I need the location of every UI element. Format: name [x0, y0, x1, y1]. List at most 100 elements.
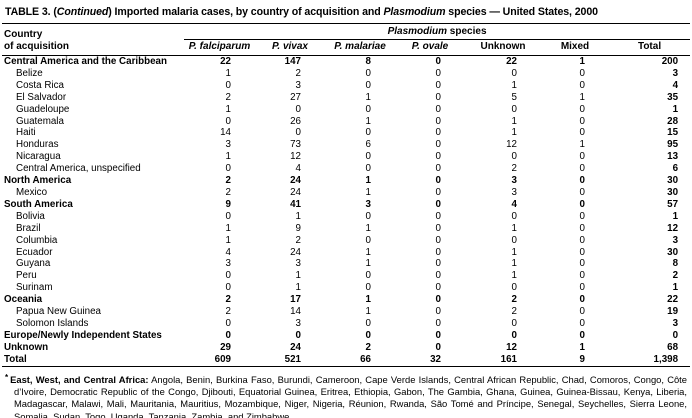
value-cell: 2: [511, 294, 517, 306]
table-row: Solomon Islands 0 3 0 0 0 0 3: [2, 318, 690, 330]
value-cell: 0: [225, 79, 231, 91]
value-cell: 0: [579, 306, 585, 318]
country-cell: Oceania: [4, 294, 43, 306]
value-cell: 0: [511, 210, 517, 222]
value-cell: 0: [511, 151, 517, 163]
value-cell: 0: [435, 270, 441, 282]
value-cell: 0: [225, 163, 231, 175]
species-group-header-italic: Plasmodium: [387, 26, 448, 37]
value-cell: 0: [435, 79, 441, 91]
value-cell: 0: [365, 317, 371, 329]
table-row: Bolivia 0 1 0 0 0 0 1: [2, 211, 690, 223]
value-cell: 1: [295, 282, 301, 294]
value-cell: 0: [435, 246, 441, 258]
table-row: El Salvador 2 27 1 0 5 1 35: [2, 92, 690, 104]
species-group-header-regular: species: [447, 26, 487, 37]
value-cell: 30: [667, 246, 679, 258]
country-cell: Surinam: [16, 282, 53, 294]
value-cell: 1: [672, 210, 679, 222]
value-cell: 1: [511, 270, 517, 282]
value-cell: 0: [579, 79, 585, 91]
value-cell: 1: [365, 91, 371, 103]
value-cell: 8: [365, 56, 371, 67]
footnote-bold-lead: East, West, and Central Africa:: [10, 373, 149, 385]
value-cell: 1: [365, 294, 371, 306]
value-cell: 0: [435, 282, 441, 294]
malaria-cases-table: Country Plasmodium species of acquisitio…: [2, 23, 691, 367]
value-cell: 9: [295, 222, 301, 234]
value-cell: 30: [667, 175, 679, 187]
value-cell: 1: [579, 56, 585, 67]
value-cell: 4: [295, 163, 301, 175]
table-row: North America 2 24 1 0 3 0 30: [2, 175, 690, 187]
table-row: Central America, unspecified 0 4 0 0 2 0 6: [2, 163, 690, 175]
column-header-label: P. falciparum: [188, 41, 251, 52]
value-cell: 28: [667, 115, 679, 127]
value-cell: 1: [511, 79, 517, 91]
column-header-label: P. vivax: [272, 41, 308, 52]
country-cell: Central America, unspecified: [16, 163, 141, 175]
table-row: Haiti 14 0 0 0 1 0 15: [2, 127, 690, 139]
value-cell: 32: [395, 353, 465, 367]
value-cell: 1: [365, 186, 371, 198]
table-row: Ecuador 4 24 1 0 1 0 30: [2, 247, 690, 259]
country-cell: Guatemala: [16, 115, 64, 127]
value-cell: 0: [225, 317, 231, 329]
value-cell: 6: [672, 163, 679, 175]
value-cell: 29: [220, 341, 231, 353]
country-cell: Total: [2, 353, 184, 367]
column-header-label: Mixed: [560, 41, 590, 52]
value-cell: 3: [511, 186, 517, 198]
value-cell: 0: [435, 294, 441, 306]
value-cell: 0: [365, 79, 371, 91]
value-cell: 3: [672, 234, 679, 246]
country-cell: Europe/Newly Independent States: [4, 329, 162, 341]
table-row: Europe/Newly Independent States 0 0 0 0 0 0 0: [2, 330, 690, 342]
value-cell: 57: [667, 198, 679, 210]
value-cell: 0: [511, 317, 517, 329]
value-cell: 0: [579, 151, 585, 163]
value-cell: 3: [511, 175, 517, 187]
country-cell: Guadeloupe: [16, 103, 70, 115]
value-cell: 95: [667, 139, 679, 151]
value-cell: 2: [225, 175, 231, 187]
value-cell: 17: [290, 294, 301, 306]
value-cell: 14: [290, 306, 301, 318]
value-cell: 0: [579, 222, 585, 234]
value-cell: 0: [365, 329, 371, 341]
value-cell: 4: [672, 79, 679, 91]
value-cell: 1: [365, 246, 371, 258]
value-cell: 0: [579, 294, 585, 306]
value-cell: 1: [225, 222, 231, 234]
value-cell: 1: [511, 258, 517, 270]
value-cell: 12: [667, 222, 679, 234]
country-cell: Solomon Islands: [16, 317, 89, 329]
value-cell: 0: [225, 282, 231, 294]
value-cell: 12: [290, 151, 301, 163]
value-cell: 0: [295, 329, 301, 341]
value-cell: 3: [295, 258, 301, 270]
value-cell: 1: [511, 115, 517, 127]
value-cell: 24: [290, 246, 301, 258]
value-cell: 22: [667, 294, 679, 306]
value-cell: 2: [295, 67, 301, 79]
value-cell: 0: [435, 198, 441, 210]
value-cell: 1: [511, 127, 517, 139]
value-cell: 0: [579, 258, 585, 270]
table-row: Peru 0 1 0 0 1 0 2: [2, 270, 690, 282]
column-header-label: P. malariae: [334, 41, 386, 52]
value-cell: 27: [290, 91, 301, 103]
value-cell: 22: [506, 56, 517, 67]
value-cell: 1: [365, 175, 371, 187]
table-row: Honduras 3 73 6 0 12 1 95: [2, 139, 690, 151]
value-cell: 0: [435, 139, 441, 151]
value-cell: 0: [579, 163, 585, 175]
value-cell: 0: [225, 115, 231, 127]
column-header-label: Unknown: [480, 41, 526, 52]
value-cell: 0: [435, 56, 441, 67]
value-cell: 0: [672, 329, 679, 341]
value-cell: 0: [511, 103, 517, 115]
value-cell: 0: [435, 127, 441, 139]
value-cell: 0: [435, 175, 441, 187]
table-row: Columbia 1 2 0 0 0 0 3: [2, 235, 690, 247]
